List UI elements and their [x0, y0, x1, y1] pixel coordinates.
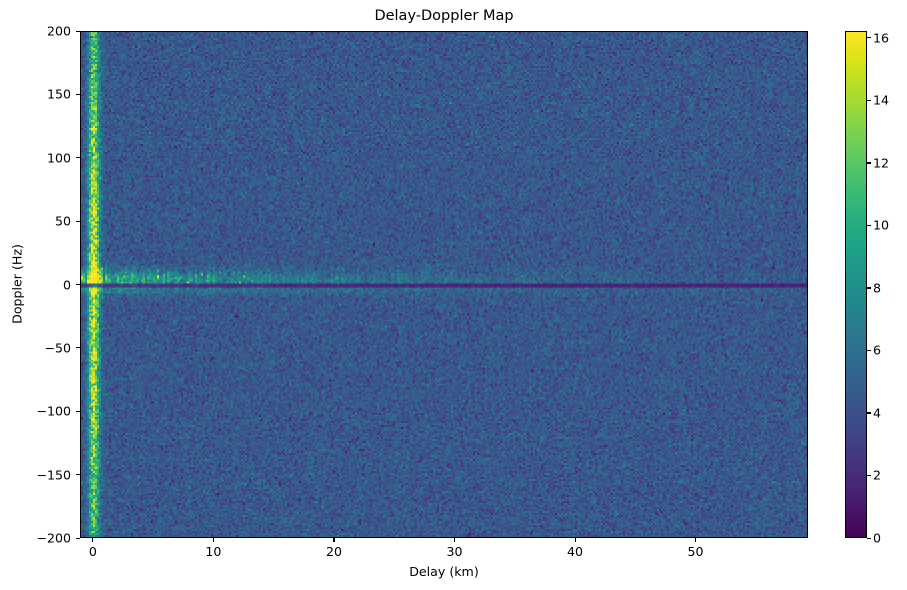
chart-title: Delay-Doppler Map — [374, 8, 514, 24]
colorbar-tick-mark — [867, 287, 871, 289]
delay-doppler-heatmap-axes[interactable] — [80, 31, 808, 538]
x-tick-label: 20 — [325, 544, 342, 559]
y-tick-label: 0 — [62, 277, 71, 292]
x-axis-label: Delay (km) — [409, 564, 479, 579]
y-tick-mark — [76, 220, 80, 222]
colorbar-tick-label: 6 — [873, 342, 882, 358]
colorbar-tick-mark — [867, 349, 871, 352]
y-tick-label: −150 — [36, 467, 71, 483]
colorbar-tick-label: 14 — [873, 92, 890, 108]
y-tick-label: −50 — [44, 340, 71, 356]
x-tick-mark — [695, 538, 697, 542]
y-tick-mark — [76, 30, 80, 32]
x-tick-mark — [574, 538, 576, 542]
x-tick-label: 40 — [567, 544, 584, 559]
colorbar-gradient — [846, 32, 866, 537]
colorbar-tick-mark — [867, 474, 871, 477]
y-tick-mark — [76, 157, 80, 159]
x-tick-label: 10 — [205, 544, 222, 559]
y-tick-label: 200 — [46, 23, 71, 39]
y-axis-label: Doppler (Hz) — [9, 244, 25, 324]
y-tick-label: 100 — [46, 150, 71, 166]
colorbar-tick-mark — [867, 162, 871, 164]
y-tick-mark — [76, 410, 80, 412]
y-tick-mark — [76, 93, 80, 95]
colorbar-tick-label: 2 — [873, 467, 882, 483]
colorbar-tick-mark — [867, 412, 871, 414]
y-tick-label: −100 — [36, 403, 71, 419]
colorbar-tick-mark — [867, 99, 871, 101]
x-tick-mark — [453, 538, 456, 542]
x-tick-label: 50 — [687, 544, 704, 559]
y-tick-mark — [76, 347, 80, 349]
x-tick-label: 30 — [446, 544, 463, 559]
x-tick-label: 0 — [88, 544, 97, 559]
y-tick-label: −200 — [36, 530, 71, 546]
colorbar-tick-mark — [867, 37, 871, 39]
x-tick-mark — [212, 538, 215, 542]
x-tick-mark — [92, 538, 94, 542]
colorbar-tick-label: 8 — [873, 280, 882, 296]
y-tick-mark — [76, 284, 80, 286]
colorbar-tick-label: 10 — [873, 217, 890, 233]
colorbar-tick-label: 16 — [873, 30, 890, 46]
y-tick-mark — [76, 537, 80, 539]
colorbar-tick-mark — [867, 224, 871, 227]
y-tick-label: 150 — [46, 86, 71, 102]
colorbar[interactable] — [845, 31, 867, 538]
colorbar-tick-mark — [867, 537, 871, 539]
x-tick-mark — [333, 538, 335, 542]
colorbar-tick-label: 12 — [873, 155, 890, 171]
y-tick-mark — [76, 474, 80, 476]
colorbar-tick-label: 4 — [873, 405, 882, 421]
heatmap-image — [81, 32, 807, 537]
y-tick-label: 50 — [54, 213, 71, 229]
colorbar-tick-label: 0 — [873, 530, 882, 546]
